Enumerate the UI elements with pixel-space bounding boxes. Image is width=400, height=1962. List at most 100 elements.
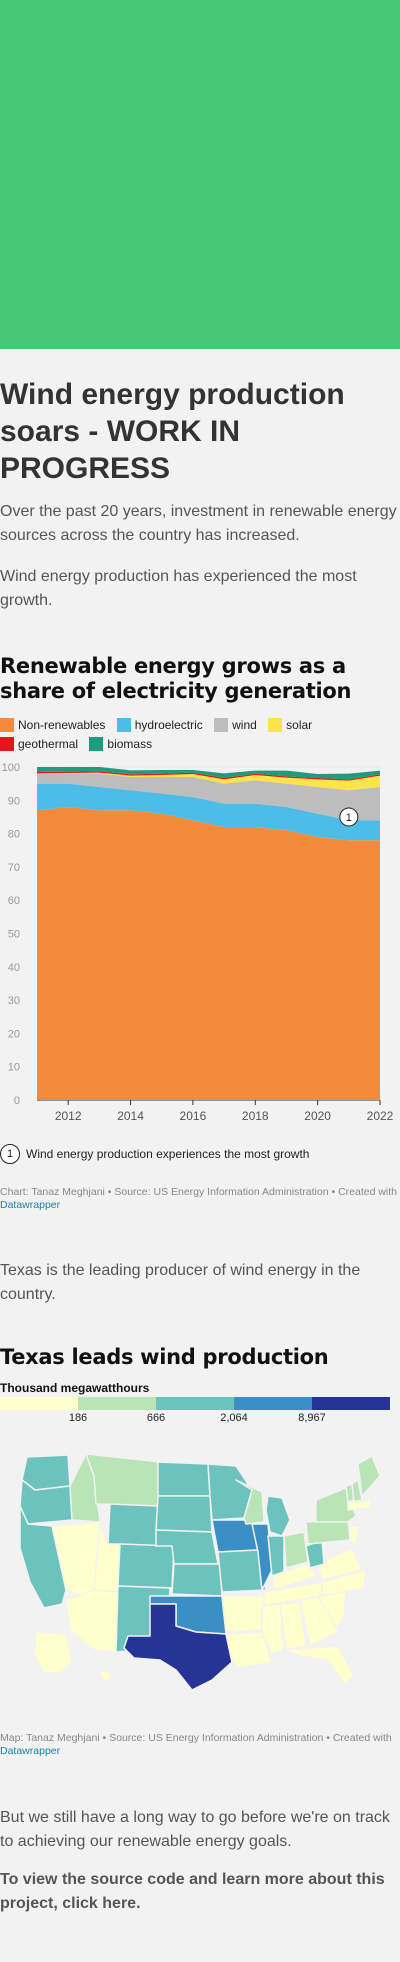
- x-tick-label: 2022: [367, 1109, 394, 1123]
- state-colorado: [117, 1543, 175, 1589]
- y-tick-label: 10: [8, 1062, 20, 1074]
- chart-areas: [37, 767, 380, 1100]
- scale-labels: 186 666 2,064 8,967: [0, 1412, 390, 1426]
- source-code-link[interactable]: To view the source code and learn more a…: [0, 1871, 385, 1912]
- state-kentucky: [271, 1563, 319, 1591]
- intro-paragraph: Over the past 20 years, investment in re…: [0, 503, 397, 544]
- map-datawrapper-link[interactable]: Datawrapper: [0, 1745, 61, 1757]
- state-wyoming: [107, 1503, 159, 1547]
- texas-paragraph: Texas is the leading producer of wind en…: [0, 1262, 361, 1303]
- area-wind: [37, 773, 380, 821]
- state-montana: [85, 1453, 161, 1507]
- scale-step-3: [156, 1397, 234, 1410]
- legend-label: solar: [286, 718, 313, 732]
- state-louisiana: [225, 1631, 273, 1669]
- annotation-label: 1: [346, 812, 352, 824]
- legend-label: Non-renewables: [18, 718, 106, 732]
- area-hydroelectric: [37, 783, 380, 841]
- y-tick-label: 20: [8, 1028, 20, 1040]
- chart-axes: 0 10 20 30 40 50 60 70 80 90 100 2012 2014 2016 2018 20…: [2, 762, 394, 1123]
- goals-paragraph: But we still have a long way to go befor…: [0, 1809, 390, 1850]
- state-michigan: [265, 1495, 291, 1537]
- wind-paragraph: Wind energy production has experienced t…: [0, 568, 357, 609]
- state-ohio: [283, 1531, 309, 1569]
- y-tick-label: 30: [8, 995, 20, 1007]
- area-biomass: [37, 767, 380, 780]
- scale-step-4: [234, 1397, 312, 1410]
- area-chart: 0 10 20 30 40 50 60 70 80 90 100 2012 2014 2016 2018 20…: [2, 762, 394, 1123]
- map-title: Texas leads wind production: [0, 1345, 329, 1369]
- scale-step-5: [312, 1397, 390, 1410]
- x-tick-label: 2012: [55, 1109, 82, 1123]
- legend-swatch: [0, 718, 14, 732]
- state-virginia: [317, 1547, 363, 1581]
- scale-label: 2,064: [220, 1412, 248, 1424]
- scale-step-1: [0, 1397, 78, 1410]
- area-geothermal: [37, 771, 380, 781]
- state-alaska: [33, 1631, 73, 1675]
- state-pennsylvania: [305, 1519, 351, 1545]
- state-massachusetts: [347, 1499, 373, 1511]
- state-texas: [123, 1603, 233, 1690]
- state-new-york: [315, 1487, 357, 1523]
- legend-swatch: [116, 718, 131, 732]
- chart-legend: Non-renewables hydroelectric wind solar …: [0, 716, 398, 754]
- legend-label: biomass: [107, 737, 153, 751]
- legend-item-solar: solar: [268, 716, 312, 734]
- state-north-carolina: [321, 1569, 367, 1597]
- legend-item-wind: wind: [214, 716, 257, 734]
- x-tick-label: 2014: [117, 1109, 144, 1123]
- state-california: [19, 1505, 67, 1609]
- legend-swatch: [214, 718, 229, 732]
- color-scale: [0, 1397, 390, 1411]
- state-wisconsin: [235, 1479, 265, 1525]
- map-credit-text: Map: Tanaz Meghjani • Source: US Energy …: [0, 1732, 392, 1744]
- hero-image: [0, 0, 400, 349]
- state-new-hampshire: [351, 1479, 363, 1503]
- y-tick-label: 80: [8, 829, 20, 841]
- x-tick-label: 2018: [242, 1109, 269, 1123]
- legend-item-hydroelectric: hydroelectric: [116, 716, 203, 734]
- y-tick-label: 60: [8, 895, 20, 907]
- state-hawaii: [99, 1669, 113, 1683]
- legend-swatch: [0, 737, 14, 751]
- scale-step-2: [78, 1397, 156, 1410]
- legend-label: hydroelectric: [134, 718, 203, 732]
- area-solar: [37, 772, 380, 791]
- state-florida: [285, 1645, 355, 1685]
- y-tick-label: 50: [8, 929, 20, 941]
- scale-label: 186: [68, 1412, 88, 1424]
- scale-label: 8,967: [298, 1412, 326, 1424]
- state-missouri: [217, 1549, 267, 1593]
- state-arkansas: [221, 1595, 265, 1633]
- datawrapper-link[interactable]: Datawrapper: [0, 1199, 61, 1211]
- y-tick-label: 0: [14, 1095, 20, 1107]
- state-maine: [357, 1455, 381, 1497]
- chart-credit: Chart: Tanaz Meghjani • Source: US Energ…: [0, 1186, 400, 1212]
- legend-item-nonrenewables: Non-renewables: [0, 716, 105, 734]
- y-tick-label: 70: [8, 862, 20, 874]
- legend-label: wind: [232, 718, 257, 732]
- state-illinois: [251, 1523, 273, 1591]
- legend-swatch: [268, 718, 283, 732]
- state-georgia: [299, 1595, 339, 1647]
- annotation-text: Wind energy production experiences the m…: [26, 1147, 310, 1161]
- state-kansas: [171, 1563, 223, 1597]
- y-tick-label: 40: [8, 962, 20, 974]
- scale-label: 666: [146, 1412, 166, 1424]
- state-mississippi: [261, 1603, 285, 1655]
- y-tick-label: 90: [8, 795, 20, 807]
- map-credit: Map: Tanaz Meghjani • Source: US Energy …: [0, 1732, 400, 1758]
- chart-credit-text: Chart: Tanaz Meghjani • Source: US Energ…: [0, 1186, 398, 1198]
- annotation-circle: [339, 807, 359, 827]
- legend-swatch: [89, 737, 104, 751]
- map-subtitle: Thousand megawatthours: [0, 1381, 150, 1395]
- state-north-dakota: [157, 1461, 211, 1497]
- state-south-dakota: [155, 1495, 213, 1533]
- us-choropleth-map: [19, 1453, 381, 1690]
- annotation-marker: 1: [0, 1144, 20, 1164]
- chart-title: Renewable energy grows as a share of ele…: [0, 654, 352, 703]
- state-iowa: [211, 1519, 259, 1553]
- x-tick-label: 2016: [180, 1109, 207, 1123]
- area-non-renewables: [37, 806, 380, 1100]
